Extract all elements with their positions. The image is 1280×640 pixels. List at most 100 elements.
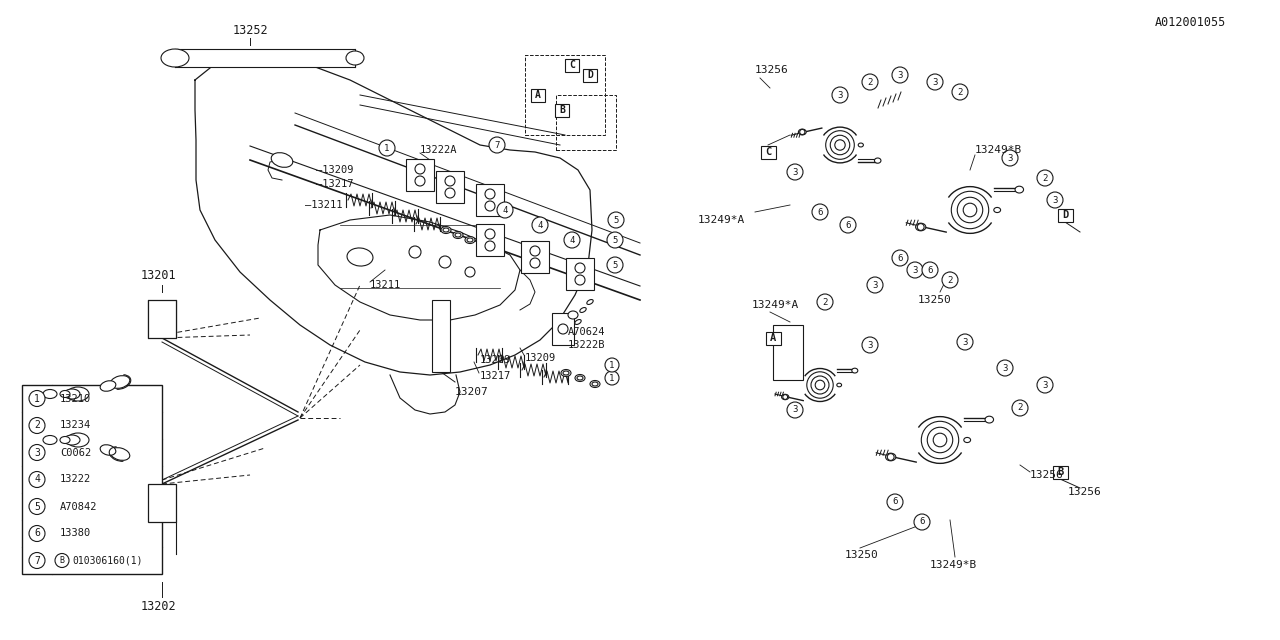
Ellipse shape <box>586 300 593 305</box>
Circle shape <box>415 176 425 186</box>
Text: 13256: 13256 <box>1030 470 1064 480</box>
Circle shape <box>783 395 787 399</box>
Text: 13249*A: 13249*A <box>753 300 799 310</box>
Circle shape <box>410 246 421 258</box>
Ellipse shape <box>886 453 896 461</box>
Text: 13249*B: 13249*B <box>931 560 977 570</box>
Text: 13249*A: 13249*A <box>698 215 745 225</box>
Circle shape <box>964 204 977 217</box>
Circle shape <box>607 257 623 273</box>
Ellipse shape <box>851 368 858 373</box>
Ellipse shape <box>467 238 474 242</box>
Text: 2: 2 <box>822 298 828 307</box>
Text: —13209: —13209 <box>316 165 353 175</box>
Circle shape <box>439 256 451 268</box>
Ellipse shape <box>874 158 881 163</box>
Circle shape <box>379 140 396 156</box>
Bar <box>22 385 163 574</box>
Text: 5: 5 <box>612 260 618 269</box>
Ellipse shape <box>986 416 993 423</box>
Bar <box>566 258 594 290</box>
Text: 3: 3 <box>1042 381 1048 390</box>
Text: 13256: 13256 <box>755 65 788 75</box>
Circle shape <box>605 358 620 372</box>
Text: 4: 4 <box>502 205 508 214</box>
Circle shape <box>29 525 45 541</box>
Text: 13201: 13201 <box>141 269 175 282</box>
Text: 1: 1 <box>609 374 614 383</box>
Ellipse shape <box>915 223 925 231</box>
Text: 3: 3 <box>932 77 938 86</box>
Ellipse shape <box>60 390 70 397</box>
Text: 5: 5 <box>613 216 618 225</box>
Ellipse shape <box>60 436 70 444</box>
Text: 2: 2 <box>868 77 873 86</box>
Circle shape <box>1047 192 1062 208</box>
Ellipse shape <box>782 394 788 400</box>
Circle shape <box>445 188 454 198</box>
Circle shape <box>957 197 983 223</box>
Text: 6: 6 <box>818 207 823 216</box>
Bar <box>436 171 465 203</box>
Circle shape <box>558 324 568 334</box>
Circle shape <box>922 262 938 278</box>
Bar <box>773 325 803 380</box>
Ellipse shape <box>1015 186 1024 193</box>
Circle shape <box>564 232 580 248</box>
Ellipse shape <box>837 383 842 387</box>
Circle shape <box>489 137 506 153</box>
Circle shape <box>29 445 45 461</box>
Circle shape <box>29 552 45 568</box>
Ellipse shape <box>443 228 449 232</box>
Ellipse shape <box>964 438 970 442</box>
Bar <box>564 58 579 72</box>
Circle shape <box>832 87 849 103</box>
Ellipse shape <box>858 143 864 147</box>
Circle shape <box>840 217 856 233</box>
Circle shape <box>605 371 620 385</box>
Ellipse shape <box>347 248 372 266</box>
Bar <box>556 104 570 116</box>
Ellipse shape <box>442 227 451 234</box>
Circle shape <box>485 229 495 239</box>
Bar <box>582 68 596 81</box>
Text: 13211: 13211 <box>370 280 401 290</box>
Text: 13209: 13209 <box>525 353 557 363</box>
Ellipse shape <box>577 376 582 380</box>
Ellipse shape <box>575 319 581 324</box>
Text: A70624: A70624 <box>568 327 605 337</box>
Circle shape <box>826 131 854 159</box>
Circle shape <box>497 202 513 218</box>
Circle shape <box>1012 400 1028 416</box>
Ellipse shape <box>64 435 81 445</box>
Circle shape <box>530 246 540 256</box>
Text: 3: 3 <box>1052 195 1057 205</box>
Text: 3: 3 <box>897 70 902 79</box>
Text: 7: 7 <box>494 141 499 150</box>
Text: 2: 2 <box>1042 173 1048 182</box>
Text: 3: 3 <box>963 337 968 346</box>
Ellipse shape <box>44 435 58 445</box>
Circle shape <box>887 454 895 460</box>
Bar <box>521 241 549 273</box>
Text: 13252: 13252 <box>232 24 268 36</box>
Circle shape <box>787 164 803 180</box>
Circle shape <box>812 376 829 394</box>
Circle shape <box>29 472 45 488</box>
Text: 13202: 13202 <box>141 600 175 614</box>
Circle shape <box>532 217 548 233</box>
Text: 13207: 13207 <box>454 387 489 397</box>
Text: A: A <box>769 333 776 343</box>
Circle shape <box>55 554 69 568</box>
Text: 3: 3 <box>792 406 797 415</box>
Text: 3: 3 <box>792 168 797 177</box>
Ellipse shape <box>100 381 115 391</box>
Text: 2: 2 <box>1018 403 1023 413</box>
Circle shape <box>861 337 878 353</box>
Text: A012001055: A012001055 <box>1155 15 1226 29</box>
Text: 13222B: 13222B <box>568 340 605 350</box>
Circle shape <box>812 204 828 220</box>
Text: 6: 6 <box>892 497 897 506</box>
Text: 6: 6 <box>927 266 933 275</box>
Text: 5: 5 <box>612 236 618 244</box>
